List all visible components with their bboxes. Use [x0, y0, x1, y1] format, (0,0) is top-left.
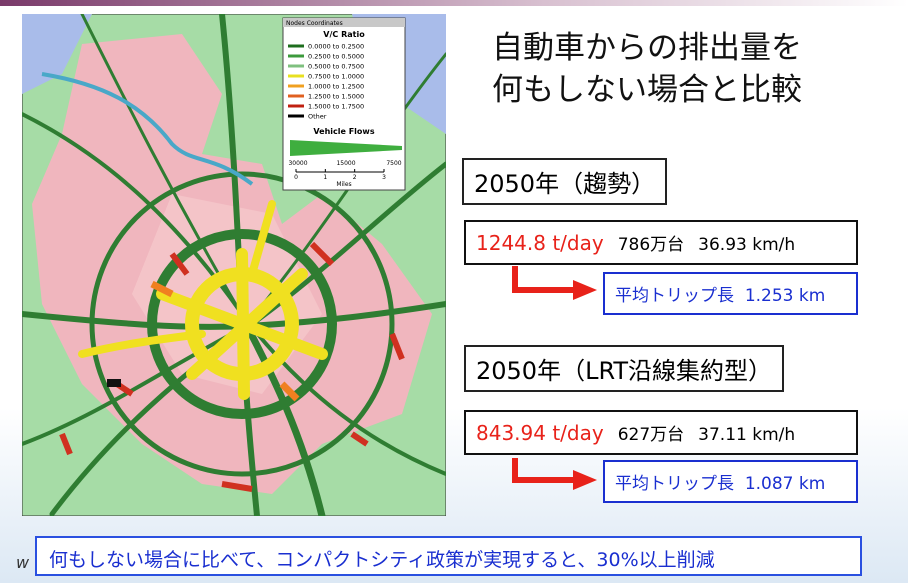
speed: 36.93 km/h — [698, 235, 795, 255]
miles-scale-label: 0 — [294, 174, 298, 181]
legend-item: Other — [308, 113, 327, 121]
emission: 1244.8 t/day — [476, 231, 604, 255]
title-line: 自動車からの排出量を — [492, 22, 802, 67]
legend-item: 0.0000 to 0.2500 — [308, 43, 364, 51]
legend-item: 1.0000 to 1.2500 — [308, 83, 364, 91]
slide: Nodes Coordinates V/C Ratio 0.0000 to 0.… — [0, 0, 908, 583]
flow-scale-label: 7500 — [386, 160, 401, 167]
legend-vc-title: V/C Ratio — [323, 30, 365, 39]
trip-box: 平均トリップ長 1.253 km — [603, 272, 858, 315]
trip-box: 平均トリップ長 1.087 km — [603, 460, 858, 503]
vehicles: 627万台 — [618, 425, 684, 445]
flow-scale-label: 30000 — [288, 160, 307, 167]
scenario-heading: 2050年（趨勢） — [462, 158, 667, 205]
legend-item: 1.2500 to 1.5000 — [308, 93, 364, 101]
legend-item: 0.7500 to 1.0000 — [308, 73, 364, 81]
top-band — [0, 0, 908, 6]
legend-flows-title: Vehicle Flows — [313, 127, 374, 136]
legend-item: 0.2500 to 0.5000 — [308, 53, 364, 61]
miles-scale-label: 1 — [323, 174, 327, 181]
trip-label: 平均トリップ長 — [615, 474, 734, 494]
miles-scale-label: 2 — [353, 174, 357, 181]
map-legend: Nodes Coordinates V/C Ratio 0.0000 to 0.… — [283, 18, 405, 190]
trip-label: 平均トリップ長 — [615, 286, 734, 306]
trip-length: 1.087 km — [745, 474, 825, 494]
corner-mark: w — [16, 553, 29, 572]
arrows — [505, 262, 605, 502]
legend-item: 1.5000 to 1.7500 — [308, 103, 364, 111]
legend-miles-label: Miles — [336, 181, 351, 188]
vehicles: 786万台 — [618, 235, 684, 255]
trip-length: 1.253 km — [745, 286, 825, 306]
legend-item: 0.5000 to 0.7500 — [308, 63, 364, 71]
legend-header: Nodes Coordinates — [286, 20, 343, 27]
title-line: 何もしない場合と比較 — [492, 64, 802, 109]
traffic-map: Nodes Coordinates V/C Ratio 0.0000 to 0.… — [22, 14, 446, 516]
miles-scale-label: 3 — [382, 174, 386, 181]
footer: 何もしない場合に比べて、コンパクトシティ政策が実現すると、30%以上削減 — [35, 536, 862, 576]
speed: 37.11 km/h — [698, 425, 795, 445]
scenario-stats: 1244.8 t/day 786万台 36.93 km/h — [464, 220, 858, 265]
flow-scale-label: 15000 — [336, 160, 355, 167]
